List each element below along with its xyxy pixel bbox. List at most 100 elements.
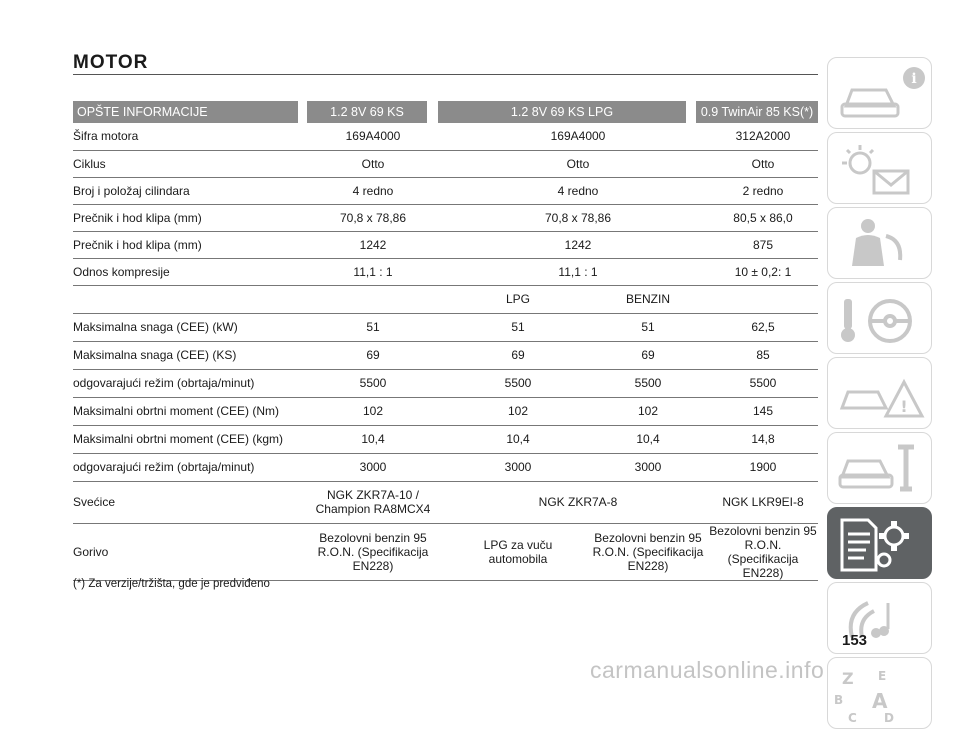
cell-value: 3000	[588, 453, 708, 482]
cell-line: NGK ZKR7A-10 /	[326, 488, 420, 502]
cell-value: 85	[708, 341, 818, 370]
warning-lights-icon	[842, 145, 910, 195]
cell-value: 62,5	[708, 313, 818, 342]
cell-value: 70,8 x 78,86	[298, 204, 448, 232]
header-engine-2: 1.2 8V 69 KS LPG	[438, 101, 686, 123]
cell-value: 11,1 : 1	[448, 258, 708, 286]
cell-value: 102	[298, 397, 448, 426]
table-row-spark-plugs: Svećice NGK ZKR7A-10 / Champion RA8MCX4 …	[73, 481, 818, 524]
watermark: carmanualsonline.info	[590, 657, 825, 683]
cell-value: 69	[588, 341, 708, 370]
table-row: Prečnik i hod klipa (mm) 70,8 x 78,86 70…	[73, 204, 818, 232]
cell-value: Otto	[708, 150, 818, 178]
row-label: Ciklus	[73, 150, 298, 178]
cell-line: EN228)	[627, 558, 669, 573]
cell-value: 102	[588, 397, 708, 426]
subheader-lpg: LPG	[448, 285, 588, 314]
svg-text:C: C	[848, 711, 857, 725]
cell-value: 51	[448, 313, 588, 342]
row-label: odgovarajući režim (obrtaja/minut)	[73, 453, 298, 482]
row-label: Svećice	[73, 481, 298, 524]
table-row: odgovarajući režim (obrtaja/minut) 3000 …	[73, 453, 818, 482]
cell-value: 169A4000	[448, 123, 708, 151]
table-row: Maksimalni obrtni moment (CEE) (Nm) 102 …	[73, 397, 818, 426]
cell-value: NGK ZKR7A-10 / Champion RA8MCX4	[298, 481, 448, 524]
cell-line: automobila	[488, 551, 548, 566]
cell-value: 102	[448, 397, 588, 426]
cell-value: 51	[298, 313, 448, 342]
tab-index[interactable]: Z E B A C D	[827, 657, 932, 729]
cell-line: EN228)	[742, 565, 784, 580]
cell-value: 5500	[448, 369, 588, 398]
cell-value: 1900	[708, 453, 818, 482]
row-label: Maksimalni obrtni moment (CEE) (kgm)	[73, 425, 298, 454]
cell-value: 14,8	[708, 425, 818, 454]
svg-text:B: B	[834, 693, 843, 707]
cell-line: LPG za vuču	[483, 537, 553, 552]
cell-value: 80,5 x 86,0	[708, 204, 818, 232]
table-row: Maksimalna snaga (CEE) (kW) 51 51 51 62,…	[73, 313, 818, 342]
table-row: odgovarajući režim (obrtaja/minut) 5500 …	[73, 369, 818, 398]
tab-emergency[interactable]: !	[827, 357, 932, 429]
cell-value: 145	[708, 397, 818, 426]
svg-text:E: E	[878, 669, 886, 683]
cell-line: R.O.N. (Specifikacija	[727, 537, 799, 566]
tab-maintenance[interactable]	[827, 432, 932, 504]
tab-car-info[interactable]: i	[827, 57, 932, 129]
cell-value: 2 redno	[708, 177, 818, 205]
header-engine-1: 1.2 8V 69 KS	[307, 101, 427, 123]
index-icon: Z E B A C D	[834, 669, 894, 725]
row-label: odgovarajući režim (obrtaja/minut)	[73, 369, 298, 398]
engine-spec-table: Šifra motora 169A4000 169A4000 312A2000 …	[73, 123, 818, 581]
row-label: Prečnik i hod klipa (mm)	[73, 231, 298, 259]
cell-line: R.O.N. (Specifikacija	[592, 544, 704, 559]
cell-value: NGK LKR9EI-8	[708, 481, 818, 524]
row-label: Odnos kompresije	[73, 258, 298, 286]
cell-value: 4 redno	[298, 177, 448, 205]
tab-technical-data[interactable]	[827, 507, 932, 579]
row-label: Maksimalna snaga (CEE) (kW)	[73, 313, 298, 342]
header-general-info: OPŠTE INFORMACIJE	[73, 101, 298, 123]
tab-multimedia[interactable]	[827, 582, 932, 654]
subheader-benzin: BENZIN	[588, 285, 708, 314]
cell-value: 1242	[448, 231, 708, 259]
table-row: Maksimalni obrtni moment (CEE) (kgm) 10,…	[73, 425, 818, 454]
svg-text:D: D	[884, 711, 894, 725]
cell-value: 5500	[708, 369, 818, 398]
multimedia-icon	[848, 601, 890, 638]
cell-line: Champion RA8MCX4	[315, 502, 431, 516]
cell-value: LPG za vuču automobila	[448, 523, 588, 581]
table-row: Broj i položaj cilindara 4 redno 4 redno…	[73, 177, 818, 205]
cell-value: 10,4	[588, 425, 708, 454]
cell-value: 3000	[448, 453, 588, 482]
tab-safety[interactable]	[827, 207, 932, 279]
cell-value: Bezolovni benzin 95 R.O.N. (Specifikacij…	[588, 523, 708, 581]
page-number: 153	[842, 632, 868, 649]
row-label: Šifra motora	[73, 123, 298, 151]
page-title: MOTOR	[73, 52, 149, 73]
cell-value: Otto	[448, 150, 708, 178]
table-row: Prečnik i hod klipa (mm) 1242 1242 875	[73, 231, 818, 259]
cell-value: 10,4	[448, 425, 588, 454]
tab-starting-driving[interactable]	[827, 282, 932, 354]
cell-value: Bezolovni benzin 95 R.O.N. (Specifikacij…	[298, 523, 448, 581]
cell-value: 69	[298, 341, 448, 370]
header-engine-3: 0.9 TwinAir 85 KS(*)	[696, 101, 818, 123]
cell-value: 875	[708, 231, 818, 259]
maintenance-icon	[838, 444, 914, 492]
cell-value: 3000	[298, 453, 448, 482]
table-row-fuel: Gorivo Bezolovni benzin 95 R.O.N. (Speci…	[73, 523, 818, 581]
footnote: (*) Za verzije/tržišta, gde je predviđen…	[73, 578, 270, 590]
cell-value: 10,4	[298, 425, 448, 454]
cell-value: 10 ± 0,2: 1	[708, 258, 818, 286]
title-divider	[73, 74, 818, 75]
svg-text:A: A	[872, 689, 888, 713]
row-label: Prečnik i hod klipa (mm)	[73, 204, 298, 232]
cell-value: 5500	[588, 369, 708, 398]
car-info-icon: i	[840, 67, 925, 118]
svg-text:!: !	[900, 397, 907, 416]
table-row: Maksimalna snaga (CEE) (KS) 69 69 69 85	[73, 341, 818, 370]
cell-value: 69	[448, 341, 588, 370]
fuel-subheader-row: LPG BENZIN	[73, 285, 818, 314]
tab-warning-lights[interactable]	[827, 132, 932, 204]
